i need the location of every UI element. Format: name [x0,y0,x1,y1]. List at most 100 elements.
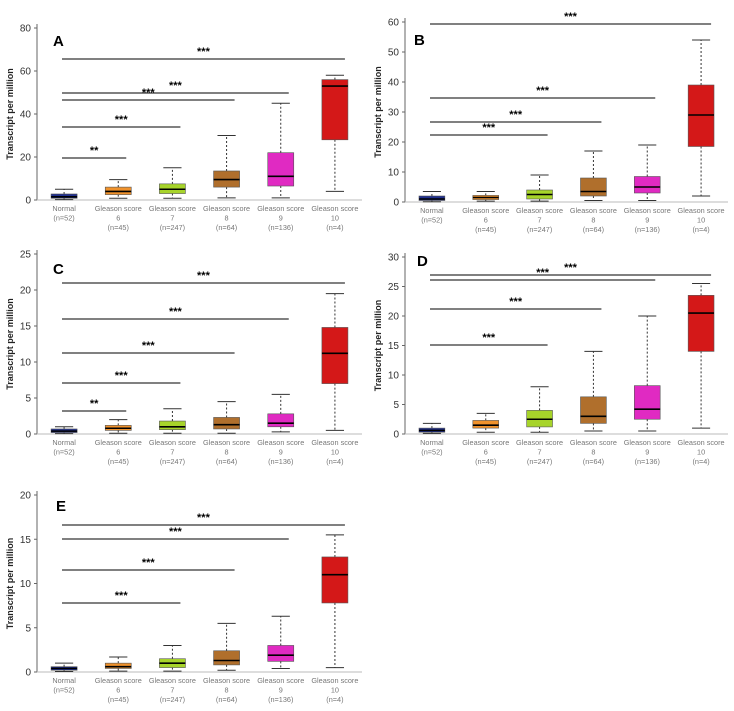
y-tick-label: 80 [20,24,32,35]
x-tick-label: 6 [116,214,120,223]
x-tick-label: Gleason score [149,438,196,447]
box-1 [50,188,78,201]
x-tick-label: 7 [170,214,174,223]
significance-label: *** [142,557,156,569]
x-tick-label: 9 [279,448,283,457]
iqr-box [687,295,715,352]
box-1 [418,191,446,203]
x-tick-label: (n=247) [160,457,185,466]
x-tick-label: Gleason score [203,438,250,447]
y-tick-label: 5 [25,623,31,634]
y-tick-label: 0 [25,430,31,441]
y-tick-label: 15 [20,322,32,333]
x-tick-label: 10 [331,448,339,457]
iqr-box [213,417,240,430]
x-tick-label: Normal [420,206,444,215]
iqr-box [104,662,132,669]
x-tick-label: Gleason score [257,438,304,447]
box-5 [267,615,295,669]
x-tick-label: 10 [331,214,339,223]
x-tick-label: (n=136) [635,457,660,466]
y-axis-title: Transcript per million [373,300,383,392]
panel-letter: B [414,32,425,49]
x-tick-label: 7 [170,686,174,695]
panel-letter: C [53,261,64,278]
x-tick-label: Gleason score [203,676,250,685]
x-tick-label: (n=45) [108,223,129,232]
x-tick-label: (n=52) [53,214,74,223]
x-tick-label: 6 [116,448,120,457]
x-tick-label: (n=64) [583,457,604,466]
iqr-box [472,420,499,429]
significance-label: *** [169,306,183,318]
iqr-box [159,420,186,430]
x-tick-label: (n=64) [216,695,237,704]
x-tick-label: (n=45) [475,225,496,234]
significance-label: *** [509,296,523,308]
iqr-box [267,152,295,187]
y-tick-label: 20 [20,491,32,502]
box-5 [267,102,295,199]
x-tick-label: (n=45) [108,695,129,704]
y-tick-label: 5 [393,400,399,411]
y-tick-label: 60 [20,67,32,78]
x-tick-label: Gleason score [149,676,196,685]
significance-label: *** [197,512,211,524]
box-4 [213,401,240,434]
panel-letter: D [417,253,428,270]
x-tick-label: 8 [591,448,595,457]
y-tick-label: 20 [388,312,400,323]
x-tick-label: Gleason score [624,438,671,447]
y-tick-label: 30 [388,253,400,264]
x-tick-label: (n=247) [160,695,185,704]
significance-label: *** [142,340,156,352]
x-tick-label: 6 [116,686,120,695]
x-tick-label: Normal [52,676,76,685]
y-axis-title: Transcript per million [5,298,15,390]
x-tick-label: Gleason score [678,206,725,215]
y-tick-label: 40 [388,78,400,89]
y-tick-label: 20 [20,286,32,297]
iqr-box [580,177,607,197]
y-tick-label: 0 [25,668,31,679]
x-tick-label: (n=64) [583,225,604,234]
significance-label: *** [169,526,183,538]
x-tick-label: Gleason score [570,438,617,447]
box-1 [50,426,78,435]
x-tick-label: (n=247) [527,457,552,466]
iqr-box [580,396,607,424]
x-tick-label: (n=136) [268,695,293,704]
x-tick-label: 7 [538,216,542,225]
y-tick-label: 10 [388,168,400,179]
x-tick-label: 9 [279,686,283,695]
y-tick-label: 0 [25,196,31,207]
x-tick-label: 7 [538,448,542,457]
x-tick-label: (n=45) [108,457,129,466]
significance-label: ** [90,145,99,157]
x-tick-label: 8 [225,448,229,457]
x-tick-label: 8 [591,216,595,225]
x-tick-label: Gleason score [570,206,617,215]
significance-label: *** [564,262,578,274]
x-tick-label: (n=4) [326,457,343,466]
significance-label: *** [509,109,523,121]
x-tick-label: (n=4) [692,225,709,234]
box-5 [634,315,661,432]
box-3 [159,408,186,434]
y-tick-label: 20 [20,153,32,164]
x-tick-label: (n=247) [160,223,185,232]
significance-label: *** [115,114,129,126]
x-tick-label: (n=64) [216,457,237,466]
box-3 [159,167,186,199]
y-tick-label: 30 [388,108,400,119]
significance-label: *** [197,270,211,282]
significance-label: *** [115,370,129,382]
box-2 [104,656,132,672]
x-tick-label: 8 [225,686,229,695]
x-tick-label: (n=52) [53,448,74,457]
x-tick-label: Gleason score [95,676,142,685]
x-tick-label: Normal [52,438,76,447]
x-tick-label: (n=4) [326,223,343,232]
